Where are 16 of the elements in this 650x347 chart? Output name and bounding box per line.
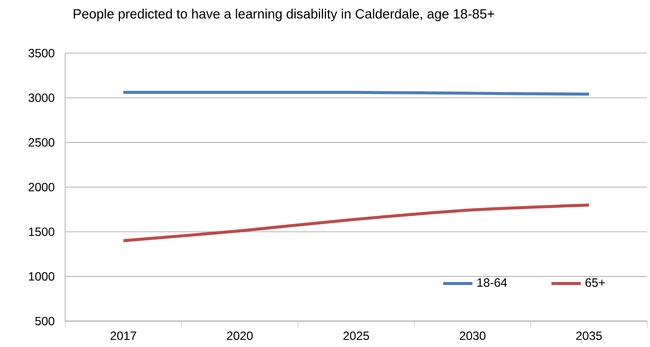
y-tick-label: 3000: [28, 94, 54, 102]
legend-label: 18-64: [478, 278, 507, 287]
x-tick-label: 2035: [576, 331, 602, 340]
y-tick-label: 1000: [29, 272, 54, 281]
x-tick-label: 2025: [343, 331, 370, 340]
legend-label: 65+: [586, 278, 605, 287]
line-series: [122, 203, 590, 242]
x-tick-label: 2030: [460, 331, 486, 340]
y-tick-label: 2000: [28, 182, 54, 192]
y-tick-label: 2500: [28, 138, 54, 147]
x-tick-label: 2017: [110, 331, 136, 340]
chart-title: People predicted to have a learning disability in Calderdale, age 18-85+: [74, 8, 494, 22]
y-tick-label: 1500: [29, 228, 54, 236]
x-tick-label: 2020: [227, 331, 253, 340]
y-tick-label: 500: [35, 316, 54, 326]
y-tick-label: 3500: [28, 48, 54, 58]
